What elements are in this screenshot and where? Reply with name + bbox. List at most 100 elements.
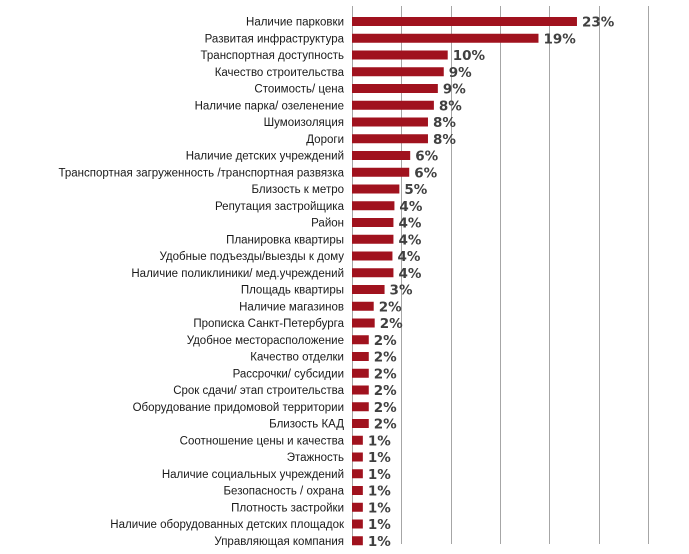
bar: [352, 469, 363, 479]
value-label: 8%: [433, 115, 456, 131]
value-label: 1%: [368, 433, 391, 449]
bar: [352, 251, 393, 261]
category-label: Удобные подъезды/выезды к дому: [160, 251, 345, 263]
category-label: Плотность застройки: [231, 502, 344, 514]
value-label: 1%: [368, 450, 391, 466]
bar: [352, 452, 363, 462]
category-label: Близость КАД: [269, 419, 344, 431]
value-label: 2%: [374, 333, 397, 349]
category-label: Шумоизоляция: [264, 117, 344, 129]
bar: [352, 33, 539, 43]
category-label: Дороги: [306, 134, 344, 146]
bar: [352, 134, 428, 144]
category-label: Безопасность / охрана: [224, 486, 345, 498]
category-label: Транспортная загруженность /транспортная…: [58, 167, 344, 179]
bar: [352, 100, 434, 110]
bar: [352, 285, 385, 294]
category-label: Репутация застройщика: [215, 201, 345, 213]
bar: [352, 184, 400, 194]
category-label: Наличие магазинов: [239, 301, 344, 313]
bar: [352, 435, 363, 445]
bar: [352, 502, 363, 512]
value-label: 5%: [404, 182, 427, 198]
bar: [352, 318, 375, 328]
category-label: Рассрочки/ субсидии: [233, 368, 344, 380]
value-label: 1%: [368, 534, 391, 550]
value-label: 4%: [397, 249, 420, 265]
category-label: Этажность: [287, 452, 344, 464]
bar: [352, 268, 394, 278]
value-label: 1%: [368, 467, 391, 483]
category-label: Качество отделки: [250, 352, 344, 364]
value-label: 2%: [374, 417, 397, 433]
bar: [352, 67, 444, 77]
bar: [352, 117, 428, 127]
value-labels: 23%19%10%9%9%8%8%8%6%6%5%4%4%4%4%4%3%2%2…: [368, 15, 615, 550]
category-label: Наличие парка/ озеленение: [195, 100, 344, 112]
value-label: 10%: [453, 48, 486, 64]
value-label: 4%: [398, 266, 421, 282]
value-label: 4%: [398, 232, 421, 248]
category-label: Наличие оборудованных детских площадок: [110, 519, 345, 531]
bar: [352, 301, 374, 311]
bar: [352, 201, 395, 211]
category-label: Наличие социальных учреждений: [162, 469, 344, 481]
value-label: 8%: [433, 132, 456, 148]
category-label: Стоимость/ цена: [254, 84, 344, 96]
bars: [352, 17, 577, 546]
value-label: 2%: [374, 350, 397, 366]
category-label: Оборудование придомовой территории: [133, 402, 344, 414]
category-label: Наличие парковки: [246, 17, 344, 29]
value-label: 8%: [439, 98, 462, 114]
category-label: Срок сдачи/ этап строительства: [173, 385, 344, 397]
value-label: 2%: [374, 383, 397, 399]
bar: [352, 352, 369, 361]
bar: [352, 368, 369, 378]
bar: [352, 17, 577, 26]
bar: [352, 486, 363, 495]
bar: [352, 335, 369, 345]
value-label: 1%: [368, 500, 391, 516]
bar: [352, 519, 363, 529]
bar: [352, 419, 369, 428]
grid-lines: [352, 6, 649, 544]
category-label: Транспортная доступность: [201, 50, 344, 62]
bar: [352, 218, 394, 227]
value-label: 23%: [582, 15, 615, 31]
value-label: 2%: [374, 366, 397, 382]
bar: [352, 50, 448, 60]
value-label: 2%: [379, 299, 402, 315]
value-label: 4%: [399, 199, 422, 215]
value-label: 2%: [374, 400, 397, 416]
value-label: 2%: [380, 316, 403, 332]
bar: [352, 402, 369, 412]
category-labels: Наличие парковки Развитая инфраструктура Т…: [58, 17, 344, 548]
value-label: 6%: [414, 165, 437, 181]
category-label: Наличие поликлиники/ мед.учреждений: [131, 268, 344, 280]
value-label: 1%: [368, 517, 391, 533]
category-label: Близость к метро: [252, 184, 345, 196]
bar: [352, 167, 410, 177]
value-label: 6%: [415, 149, 438, 165]
category-label: Планировка квартиры: [226, 234, 344, 246]
category-label: Управляющая компания: [214, 536, 344, 548]
category-label: Развитая инфраструктура: [205, 33, 345, 45]
bar: [352, 536, 363, 546]
category-label: Соотношение цены и качества: [180, 435, 345, 447]
value-label: 9%: [443, 82, 466, 98]
category-label: Прописка Санкт-Петербурга: [193, 318, 344, 330]
category-label: Площадь квартиры: [241, 285, 344, 297]
value-label: 1%: [368, 484, 391, 500]
bar: [352, 385, 369, 395]
value-label: 3%: [390, 283, 413, 299]
category-label: Качество строительства: [215, 67, 345, 79]
value-label: 9%: [449, 65, 472, 81]
bar: [352, 234, 394, 244]
bar: [352, 151, 411, 160]
category-label: Наличие детских учреждений: [186, 151, 344, 163]
category-label: Район: [311, 218, 344, 230]
value-label: 19%: [543, 31, 576, 47]
bar: [352, 84, 438, 93]
category-label: Удобное месторасположение: [187, 335, 344, 347]
